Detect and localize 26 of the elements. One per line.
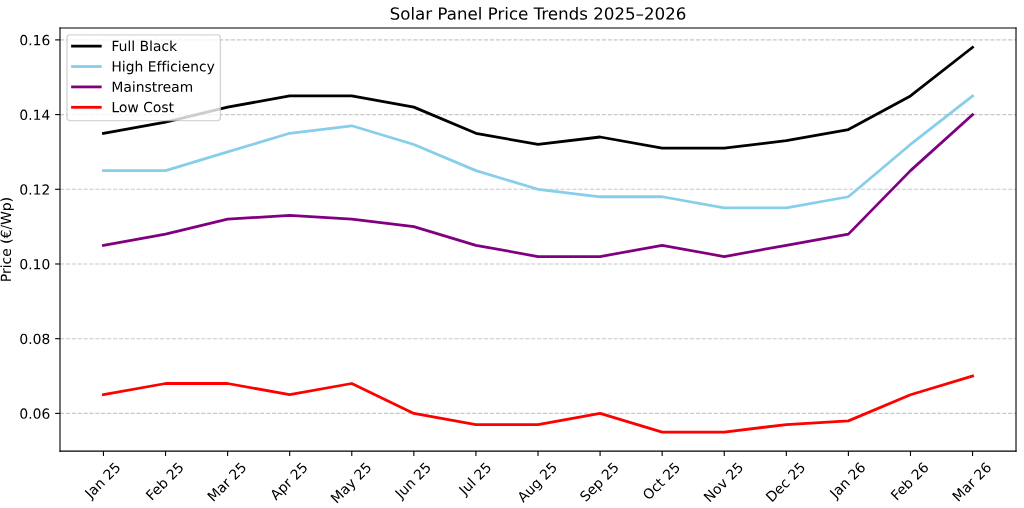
x-tick-label: Jan 25 xyxy=(83,461,123,502)
chart-title: Solar Panel Price Trends 2025–2026 xyxy=(390,6,686,20)
legend-label: Low Cost xyxy=(112,101,174,113)
y-tick-label: 0.16 xyxy=(20,34,50,46)
legend-label: High Efficiency xyxy=(112,60,215,75)
y-tick-label: 0.12 xyxy=(20,184,49,195)
x-tick-label: Feb 26 xyxy=(890,461,930,501)
line-series xyxy=(102,374,974,434)
y-tick-label: 0.06 xyxy=(20,408,50,419)
y-tick-label: 0.10 xyxy=(20,258,50,270)
legend-label: Mainstream xyxy=(112,81,193,92)
y-tick-label: 0.14 xyxy=(20,109,50,121)
x-tick-label: Dec 25 xyxy=(765,461,806,503)
y-tick-label: 0.08 xyxy=(20,333,50,345)
x-tick-label: Jul 25 xyxy=(456,461,494,499)
x-tick-label: Feb 25 xyxy=(145,461,185,501)
x-tick-label: Apr 25 xyxy=(268,461,310,503)
x-tick-label: Sep 25 xyxy=(579,461,622,504)
x-tick-label: Nov 25 xyxy=(703,461,744,503)
legend-label: Full Black xyxy=(112,40,178,52)
x-tick-label: Oct 25 xyxy=(641,461,681,501)
y-axis-title: Price (€/Wp) xyxy=(0,198,14,281)
x-tick-label: Jun 25 xyxy=(393,461,434,502)
line-series xyxy=(102,113,974,258)
x-tick-label: Jan 26 xyxy=(827,461,868,502)
line-series xyxy=(102,94,974,210)
